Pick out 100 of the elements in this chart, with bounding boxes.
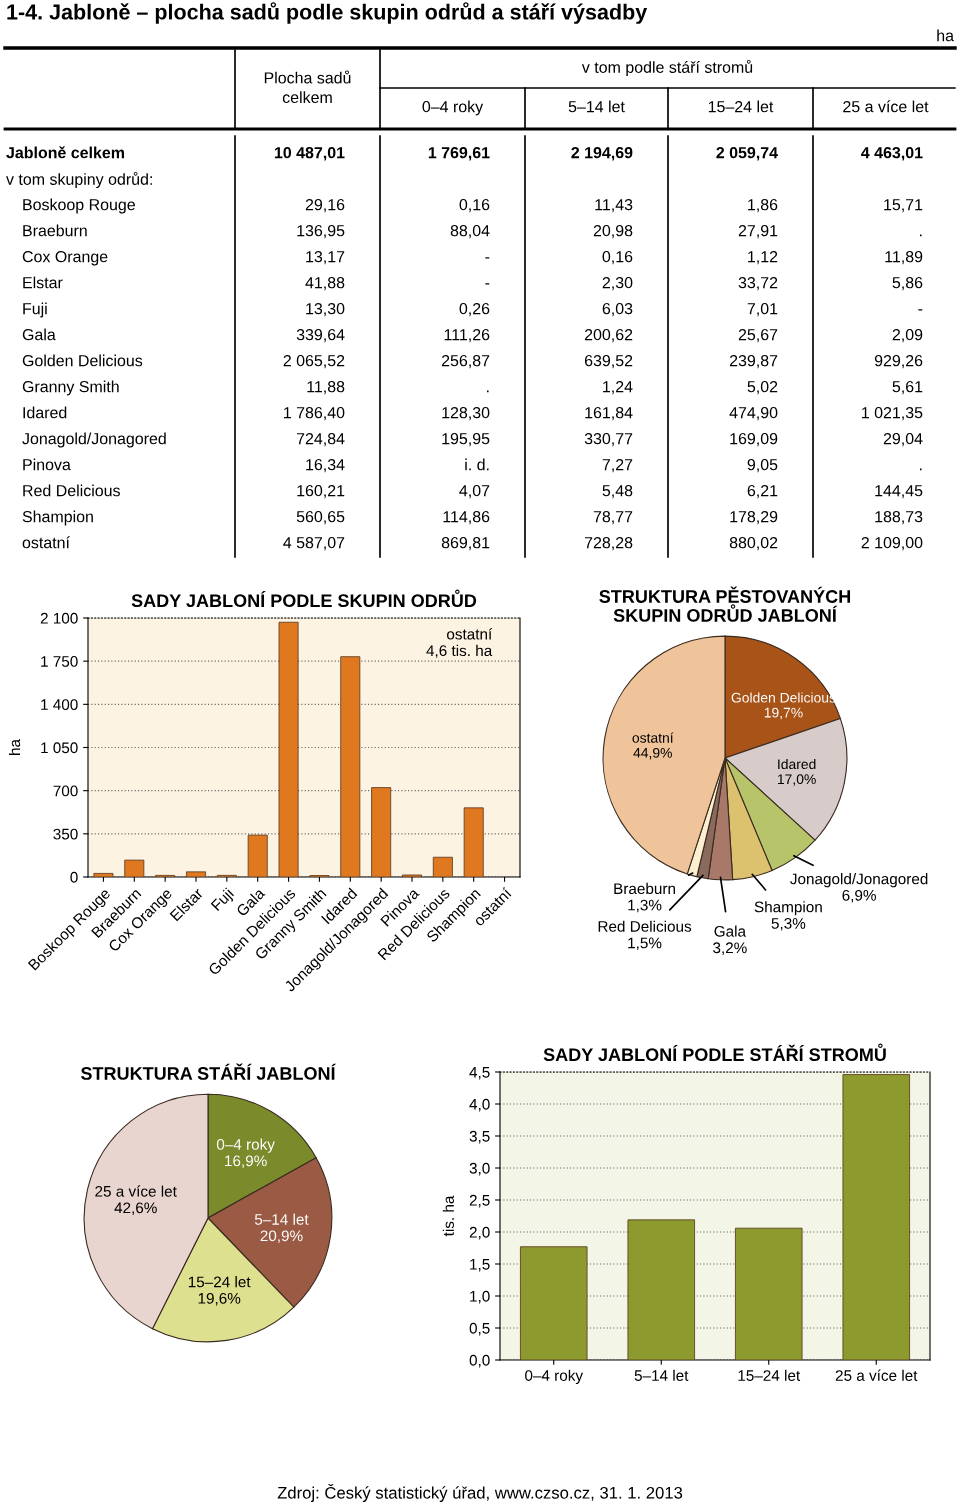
- category-label: Gala: [22, 328, 56, 341]
- y-tick-label: 1,5: [470, 1259, 490, 1272]
- category-label: 0–4 roky: [422, 100, 484, 116]
- text: 136,95: [297, 224, 345, 239]
- y-tick-label: 350: [53, 828, 78, 840]
- text: 7,27: [602, 458, 633, 473]
- annotation: ostatní 4,6 tis. ha: [426, 628, 493, 658]
- y-tick-label: 0,0: [469, 1354, 490, 1368]
- category-label: Red Delicious: [23, 484, 120, 497]
- category-label: Granny Smith: [22, 380, 119, 396]
- category-label: Plocha sadů celkem: [264, 70, 351, 104]
- text: 2,30: [602, 276, 633, 291]
- bar: [463, 807, 484, 877]
- text: 2,09: [892, 328, 923, 343]
- text: 1 021,35: [862, 406, 923, 421]
- chart-title: STRUKTURA STÁŘÍ JABLONÍ: [80, 1063, 336, 1080]
- text: 161,84: [585, 406, 633, 421]
- text: 5,86: [892, 276, 923, 291]
- text: 5,48: [602, 484, 633, 499]
- slice-label: Idared: [778, 758, 816, 770]
- text: 728,28: [584, 536, 633, 551]
- category-label: 5–14 let: [568, 100, 625, 113]
- text: 169,09: [730, 432, 778, 447]
- text: 2 059,74: [716, 146, 778, 161]
- bar: [735, 1227, 803, 1360]
- category-label: Braeburn: [23, 224, 87, 237]
- bar: [402, 874, 422, 877]
- y-tick-label: 2,5: [469, 1194, 490, 1208]
- data-label: 1,3%: [628, 899, 662, 913]
- text: 41,88: [305, 276, 345, 291]
- text: 6,03: [602, 302, 633, 317]
- text: 11,88: [307, 380, 345, 395]
- data-label: 3,2%: [713, 942, 747, 955]
- text: 869,81: [441, 536, 490, 551]
- category-label: Pinova: [23, 458, 71, 471]
- bar: [93, 872, 114, 877]
- bar: [432, 856, 453, 877]
- data-label: 42,6%: [114, 1202, 157, 1216]
- text: Zdroj: Český statistický úřad, www.czso.cz, 31. 1. 2013: [277, 1483, 683, 1503]
- text: 2 109,00: [861, 536, 923, 551]
- chart-title: STRUKTURA PĚSTOVANÝCH SKUPIN ODRŮD JABLONÍ: [599, 586, 851, 622]
- text: 880,02: [729, 536, 778, 551]
- slice-label: 15–24 let: [188, 1276, 251, 1288]
- text: 15,71: [884, 199, 923, 213]
- bar: [842, 1074, 910, 1360]
- text: -: [485, 257, 490, 259]
- category-label: Cox Orange: [22, 250, 108, 266]
- y-tick-label: 2,0: [469, 1226, 490, 1240]
- text: 29,16: [305, 198, 345, 213]
- text: 0,16: [602, 250, 633, 265]
- bar: [520, 1246, 588, 1360]
- text: 1,24: [603, 380, 633, 395]
- y-tick-label: 3,5: [469, 1130, 490, 1144]
- data-label: 44,9%: [633, 747, 672, 760]
- text: 4 587,07: [283, 536, 345, 551]
- y-tick-label: 4,0: [469, 1098, 490, 1112]
- data-label: 16,9%: [225, 1155, 267, 1169]
- data-label: 19,7%: [764, 707, 803, 720]
- y-tick-label: 2 100: [40, 612, 78, 624]
- text: i. d.: [465, 458, 489, 471]
- text: 474,90: [729, 406, 778, 421]
- text: 200,62: [584, 328, 633, 343]
- text: 128,30: [442, 406, 490, 421]
- slice-label: 25 a více let: [95, 1185, 177, 1197]
- y-tick-label: 0: [70, 871, 78, 883]
- text: 29,04: [883, 432, 923, 447]
- category-label: Jabloně celkem: [6, 146, 124, 159]
- category-label: Fuji: [23, 302, 47, 318]
- text: 4 463,01: [861, 146, 923, 161]
- category-label: Jonagold/Jonagored: [22, 432, 166, 448]
- category-label: Shampion: [22, 510, 93, 526]
- data-label: 6,9%: [842, 889, 876, 903]
- text: 88,04: [450, 224, 490, 239]
- text: 10 487,01: [274, 146, 345, 161]
- text: 13,17: [306, 250, 345, 265]
- bar: [371, 787, 392, 877]
- text: 929,26: [874, 354, 923, 369]
- text: 25,67: [738, 328, 778, 343]
- text: 256,87: [441, 354, 490, 369]
- y-tick-label: 1,0: [470, 1290, 490, 1304]
- y-tick-label: 1 050: [41, 742, 78, 754]
- category-label: ostatní: [22, 536, 70, 549]
- bar: [340, 656, 361, 877]
- text: 724,84: [296, 432, 345, 447]
- text: 5,61: [892, 380, 923, 395]
- category-label: 25 a více let: [843, 100, 929, 113]
- text: 239,87: [729, 354, 778, 369]
- text: 27,91: [738, 224, 778, 239]
- text: v tom podle stáří stromů: [581, 59, 753, 77]
- text: 160,21: [297, 484, 345, 499]
- text: 330,77: [584, 432, 633, 447]
- text: .: [920, 234, 922, 237]
- bar: [278, 621, 299, 877]
- text: -: [485, 283, 490, 285]
- slice-label: 0–4 roky: [216, 1138, 275, 1153]
- slice-label: Jonagold/Jonagored: [790, 873, 928, 888]
- x-tick-label: 15–24 let: [738, 1369, 801, 1381]
- category-label: v tom skupiny odrůd:: [6, 171, 152, 189]
- text: ha: [937, 29, 954, 42]
- category-label: Elstar: [23, 276, 63, 289]
